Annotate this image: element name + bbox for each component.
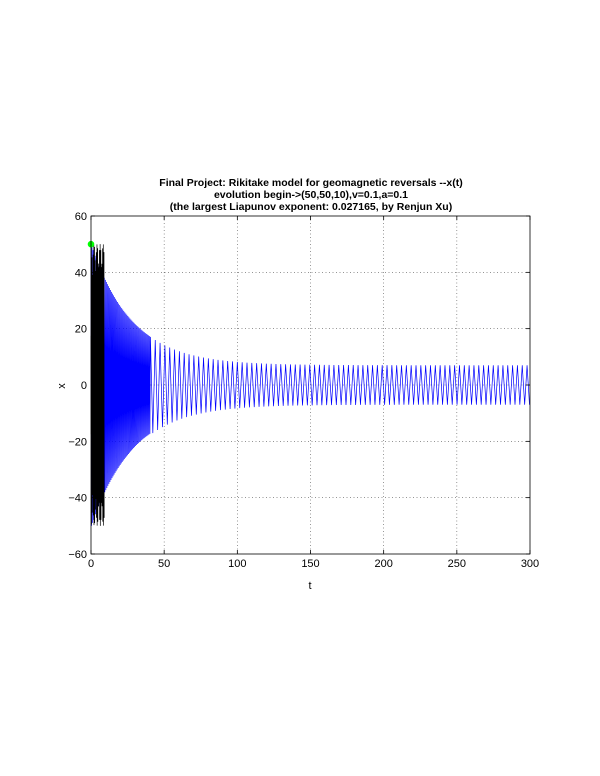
x-tick-label: 300 (521, 558, 539, 570)
x-tick-label: 50 (158, 558, 170, 570)
y-tick-label: 60 (75, 211, 87, 223)
grid-lines (91, 216, 530, 554)
y-axis-label: x (56, 383, 68, 389)
x-tick-labels: 0 50 100 150 200 250 300 (88, 558, 539, 570)
y-tick-label: −60 (68, 549, 87, 561)
title-line-1: Final Project: Rikitake model for geomag… (159, 177, 462, 189)
y-tick-labels: 60 40 20 0 −20 −40 −60 (68, 211, 87, 561)
y-tick-label: 20 (75, 324, 87, 336)
x-tick-label: 250 (448, 558, 466, 570)
x-tick-label: 0 (88, 558, 94, 570)
x-tick-label: 200 (374, 558, 392, 570)
title-line-2: evolution begin->(50,50,10),v=0.1,a=0.1 (214, 189, 408, 201)
y-tick-label: −20 (68, 436, 87, 448)
y-tick-label: −40 (68, 493, 87, 505)
tick-marks (90, 215, 531, 555)
plot-series (87, 240, 530, 526)
chart-title: Final Project: Rikitake model for geomag… (159, 177, 462, 213)
title-line-3: (the largest Liapunov exponent: 0.027165… (170, 201, 452, 213)
y-tick-label: 40 (75, 267, 87, 279)
x-tick-label: 150 (301, 558, 319, 570)
y-tick-label: 0 (81, 380, 87, 392)
x-tick-label: 100 (228, 558, 246, 570)
series-line-x-blue (90, 244, 530, 526)
x-axis-label: t (308, 580, 311, 592)
